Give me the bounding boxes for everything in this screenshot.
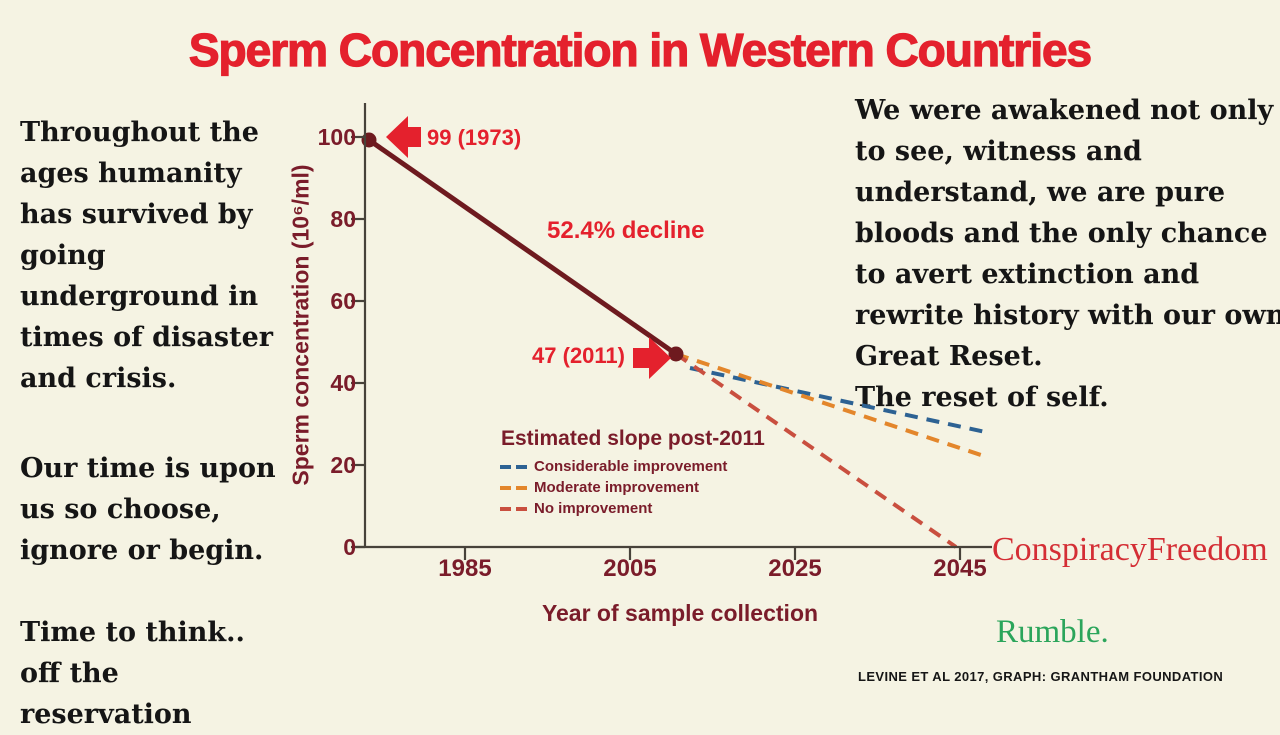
y-tick-label-100: 100	[317, 124, 356, 150]
x-axis-title: Year of sample collection	[541, 600, 819, 626]
x-tick-label-2025: 2025	[768, 555, 822, 582]
arrow-right-icon	[633, 337, 671, 379]
point-label-1973: 99 (1973)	[427, 125, 522, 150]
data-point-1973	[361, 132, 377, 148]
y-tick-label-0: 0	[343, 534, 356, 560]
legend-title: Estimated slope post-2011	[501, 427, 765, 450]
point-label-2011: 47 (2011)	[532, 343, 625, 368]
legend-item-moderate: Moderate improvement	[500, 478, 699, 498]
legend-item-considerable: Considerable improvement	[500, 457, 727, 477]
blue-dash-icon	[500, 465, 527, 469]
legend-item-label: No improvement	[534, 500, 653, 517]
page-title: Sperm Concentration in Western Countries	[188, 23, 1093, 76]
brand-watermark: ConspiracyFreedom	[992, 531, 1268, 568]
projection-line-moderate-improvement	[675, 352, 988, 459]
chart-canvas	[351, 103, 992, 560]
y-tick-label-40: 40	[330, 370, 356, 396]
legend-item-label: Moderate improvement	[534, 479, 700, 496]
rumble-watermark: Rumble.	[996, 614, 1109, 650]
observed-decline-line	[367, 137, 678, 357]
right-text-block: We were awakened not only to see, witnes…	[855, 95, 1280, 413]
decline-annotation: 52.4% decline	[547, 217, 705, 244]
red-dash-icon	[500, 507, 527, 511]
legend-item-label: Considerable improvement	[534, 458, 728, 475]
y-tick-label-20: 20	[330, 452, 356, 478]
x-tick-label-2005: 2005	[603, 555, 657, 582]
left-text-paragraph-2: Our time is upon us so choose, ignore or…	[20, 453, 276, 566]
arrow-left-icon	[386, 116, 421, 158]
meme-slide: { "page": { "title": "Sperm Concentratio…	[20, 23, 1280, 730]
data-point-2011	[668, 346, 684, 362]
y-axis-ticks	[351, 135, 365, 549]
legend-item-none: No improvement	[500, 499, 652, 519]
projection-line-considerable-improvement	[689, 366, 991, 435]
x-axis-ticks	[463, 547, 962, 560]
x-tick-label-2045: 2045	[933, 555, 987, 582]
y-tick-label-60: 60	[330, 288, 356, 314]
y-tick-label-80: 80	[330, 206, 356, 232]
projection-line-no-improvement	[674, 352, 958, 549]
source-credit: LEVINE ET AL 2017, GRAPH: GRANTHAM FOUND…	[858, 669, 1224, 684]
orange-dash-icon	[500, 486, 527, 490]
x-tick-label-1985: 1985	[438, 555, 492, 582]
left-text-paragraph-1: Throughout the ages humanity has survive…	[20, 117, 274, 394]
